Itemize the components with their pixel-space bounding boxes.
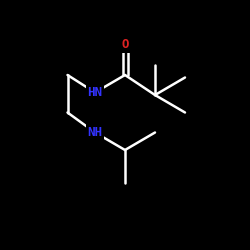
Text: HN: HN	[88, 86, 102, 99]
Text: O: O	[121, 38, 129, 52]
Text: NH: NH	[88, 126, 102, 139]
